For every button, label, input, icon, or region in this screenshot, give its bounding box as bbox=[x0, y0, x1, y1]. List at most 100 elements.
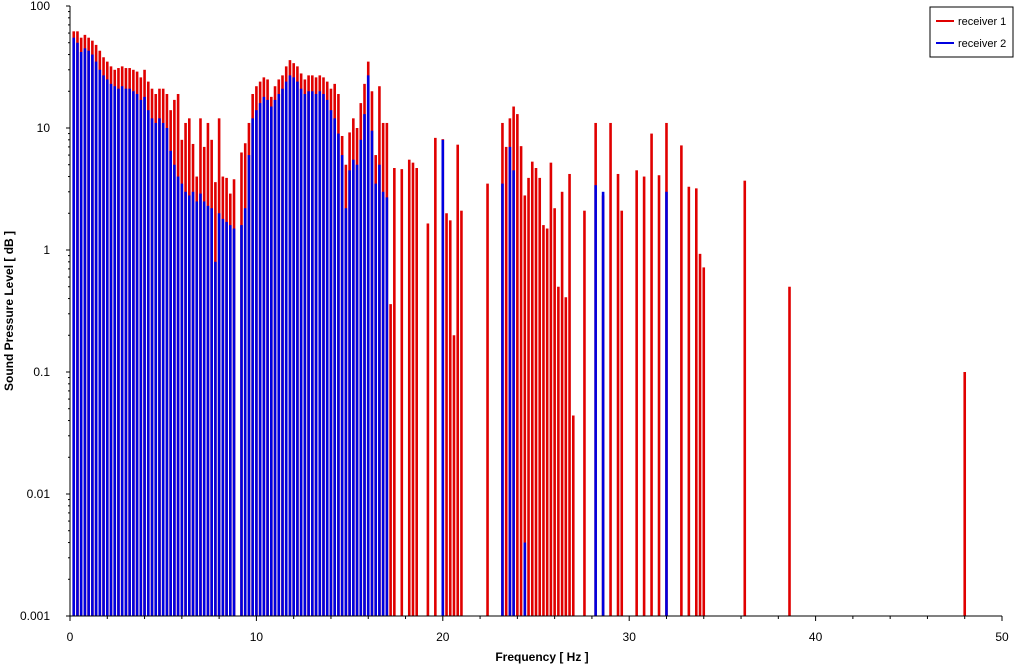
bar-receiver-2 bbox=[441, 139, 445, 616]
bar-receiver-2 bbox=[273, 99, 277, 616]
bar-receiver-1 bbox=[650, 133, 653, 616]
bar-receiver-1 bbox=[642, 176, 646, 617]
bar-receiver-1 bbox=[460, 210, 463, 616]
bar-receiver-2 bbox=[79, 51, 83, 616]
bar-receiver-2 bbox=[314, 93, 318, 617]
bar-receiver-2 bbox=[202, 201, 206, 616]
bar-receiver-2 bbox=[109, 83, 113, 617]
bar-receiver-1 bbox=[486, 183, 489, 616]
bar-receiver-2 bbox=[284, 81, 288, 617]
ticks-layer: 0.001 0.01 0.1 1 10 100 0 10 20 30 40 50 bbox=[20, 0, 1009, 644]
bar-receiver-2 bbox=[501, 183, 504, 616]
bar-receiver-2 bbox=[340, 155, 344, 616]
bar-receiver-1 bbox=[609, 122, 612, 616]
bar-receiver-2 bbox=[176, 176, 180, 617]
bar-receiver-1 bbox=[448, 220, 452, 616]
bar-receiver-2 bbox=[266, 99, 269, 616]
bar-receiver-1 bbox=[407, 159, 411, 616]
bar-receiver-1 bbox=[445, 213, 448, 616]
bar-receiver-2 bbox=[191, 191, 195, 617]
bar-receiver-2 bbox=[221, 218, 225, 617]
bar-receiver-2 bbox=[76, 42, 79, 617]
bar-receiver-1 bbox=[698, 253, 702, 616]
bar-receiver-1 bbox=[553, 208, 556, 616]
x-axis-title: Frequency [ Hz ] bbox=[495, 650, 588, 664]
bar-receiver-2 bbox=[165, 128, 169, 616]
bar-receiver-1 bbox=[549, 162, 553, 616]
bar-receiver-2 bbox=[385, 197, 389, 616]
bar-receiver-2 bbox=[665, 191, 668, 617]
bar-receiver-2 bbox=[139, 99, 143, 616]
legend-box bbox=[929, 6, 1014, 58]
bar-receiver-1 bbox=[560, 191, 564, 617]
bar-receiver-2 bbox=[594, 185, 597, 616]
bar-receiver-2 bbox=[277, 93, 281, 617]
bar-receiver-2 bbox=[292, 77, 295, 617]
bar-receiver-1 bbox=[534, 168, 538, 616]
bar-receiver-1 bbox=[557, 286, 560, 616]
bar-receiver-2 bbox=[363, 114, 366, 616]
bar-receiver-2 bbox=[270, 106, 273, 617]
bar-receiver-2 bbox=[91, 54, 94, 617]
bar-receiver-1 bbox=[695, 188, 698, 616]
bar-receiver-2 bbox=[508, 146, 512, 616]
bar-receiver-1 bbox=[743, 180, 747, 616]
bar-receiver-2 bbox=[344, 208, 348, 616]
axes-layer bbox=[69, 6, 1002, 617]
bar-receiver-1 bbox=[519, 146, 523, 616]
bar-receiver-1 bbox=[702, 267, 706, 616]
x-tick-label: 30 bbox=[623, 630, 637, 644]
bar-receiver-2 bbox=[251, 118, 254, 616]
bar-receiver-1 bbox=[393, 168, 396, 616]
bar-receiver-2 bbox=[512, 170, 515, 616]
bar-receiver-1 bbox=[616, 173, 620, 616]
bar-receiver-2 bbox=[258, 103, 262, 617]
bar-receiver-2 bbox=[210, 208, 213, 616]
bar-receiver-1 bbox=[415, 168, 418, 616]
bar-receiver-2 bbox=[352, 159, 355, 616]
bar-receiver-2 bbox=[206, 205, 210, 616]
bar-receiver-2 bbox=[523, 542, 527, 616]
bar-receiver-1 bbox=[687, 186, 691, 617]
y-tick-label: 100 bbox=[30, 0, 50, 13]
bar-receiver-2 bbox=[322, 93, 325, 617]
bars-layer bbox=[72, 31, 967, 617]
bar-receiver-2 bbox=[329, 110, 333, 617]
bar-receiver-2 bbox=[128, 88, 131, 616]
bar-receiver-1 bbox=[434, 137, 437, 616]
bar-receiver-2 bbox=[169, 150, 172, 616]
bar-receiver-2 bbox=[87, 50, 90, 617]
x-tick-label: 50 bbox=[995, 630, 1009, 644]
bar-receiver-1 bbox=[657, 175, 661, 617]
bar-receiver-2 bbox=[199, 193, 202, 616]
bar-receiver-2 bbox=[143, 96, 146, 617]
bar-receiver-2 bbox=[337, 133, 340, 616]
bar-receiver-1 bbox=[411, 162, 415, 616]
bar-receiver-2 bbox=[378, 164, 381, 617]
bar-receiver-2 bbox=[355, 164, 359, 617]
bar-receiver-2 bbox=[370, 130, 374, 616]
y-tick-label: 0.1 bbox=[33, 365, 50, 379]
bar-receiver-1 bbox=[564, 297, 568, 616]
bar-receiver-1 bbox=[568, 173, 571, 616]
bar-receiver-1 bbox=[680, 145, 683, 616]
bar-receiver-1 bbox=[452, 335, 456, 616]
y-tick-label: 0.01 bbox=[27, 487, 51, 501]
bar-receiver-1 bbox=[545, 228, 549, 616]
bar-receiver-2 bbox=[124, 88, 128, 616]
bar-receiver-1 bbox=[516, 114, 519, 616]
bar-receiver-2 bbox=[120, 86, 124, 617]
bar-receiver-1 bbox=[571, 415, 575, 616]
bar-receiver-2 bbox=[325, 99, 329, 616]
bar-receiver-2 bbox=[98, 69, 102, 617]
bar-receiver-2 bbox=[311, 91, 314, 616]
bar-receiver-2 bbox=[72, 37, 76, 617]
legend-label-receiver-1: receiver 1 bbox=[958, 16, 1006, 28]
bar-receiver-2 bbox=[601, 191, 605, 617]
bar-receiver-1 bbox=[523, 195, 527, 616]
bar-receiver-2 bbox=[188, 195, 191, 616]
bar-receiver-1 bbox=[504, 146, 508, 616]
bar-receiver-2 bbox=[262, 96, 266, 617]
bar-receiver-2 bbox=[307, 91, 310, 616]
